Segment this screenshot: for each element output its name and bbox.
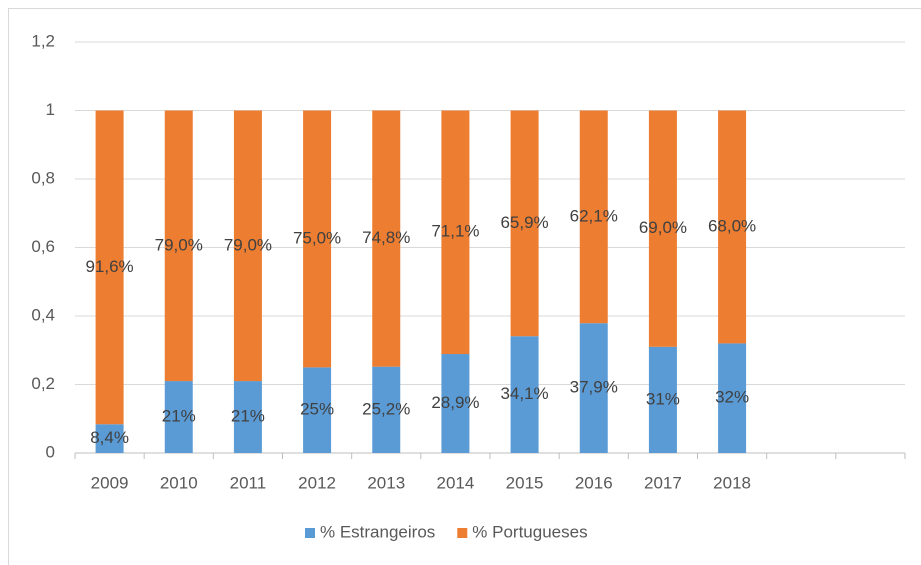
y-tick-label: 1 (46, 100, 55, 119)
bar-segment (303, 110, 332, 368)
bar-segment (718, 343, 747, 453)
y-tick-label: 1,2 (31, 31, 55, 50)
data-label: 25% (300, 400, 334, 419)
bar-segment (579, 110, 608, 324)
data-label: 68,0% (708, 216, 756, 235)
y-tick-label: 0 (46, 442, 55, 461)
data-label: 34,1% (500, 384, 548, 403)
data-label: 32% (715, 388, 749, 407)
legend-label: % Estrangeiros (320, 522, 435, 541)
x-tick-label: 2016 (575, 473, 613, 492)
data-label: 79,0% (224, 235, 272, 254)
bar-segment (95, 110, 124, 425)
data-label: 21% (231, 407, 265, 426)
data-label: 28,9% (431, 393, 479, 412)
x-tick-label: 2017 (644, 473, 682, 492)
data-label: 79,0% (155, 235, 203, 254)
data-label: 8,4% (90, 428, 129, 447)
data-label: 69,0% (639, 218, 687, 237)
data-label: 74,8% (362, 228, 410, 247)
bar-segment (441, 354, 470, 453)
bar-segment (303, 367, 332, 453)
bar-segment (510, 110, 539, 337)
data-label: 91,6% (85, 257, 133, 276)
bar-segment (372, 366, 401, 453)
y-tick-label: 0,8 (31, 168, 55, 187)
bar-segment (441, 110, 470, 355)
x-tick-label: 2013 (367, 473, 405, 492)
x-tick-label: 2015 (506, 473, 544, 492)
bar-segment (718, 110, 747, 344)
chart-frame (8, 8, 921, 565)
legend-label: % Portugueses (472, 522, 587, 541)
x-tick-label: 2010 (160, 473, 198, 492)
legend-swatch (457, 528, 468, 538)
bar-segment (95, 424, 124, 453)
data-label: 31% (646, 389, 680, 408)
bar-segment (233, 381, 262, 453)
bar-segment (648, 110, 677, 347)
y-tick-label: 0,6 (31, 237, 55, 256)
data-label: 21% (162, 407, 196, 426)
x-tick-label: 2012 (298, 473, 336, 492)
data-label: 37,9% (570, 378, 618, 397)
data-label: 75,0% (293, 228, 341, 247)
bar-segment (164, 110, 193, 382)
bar-segment (579, 323, 608, 453)
legend-swatch (305, 528, 315, 538)
bar-segment (510, 336, 539, 453)
y-tick-label: 0,4 (31, 305, 55, 324)
bar-segment (164, 381, 193, 453)
x-tick-label: 2011 (230, 473, 267, 492)
bar-segment (648, 346, 677, 453)
x-tick-label: 2014 (437, 473, 475, 492)
bar-segment (233, 110, 262, 382)
bar-segment (372, 110, 401, 367)
data-label: 62,1% (570, 206, 618, 225)
data-label: 25,2% (362, 399, 410, 418)
y-tick-label: 0,2 (31, 374, 55, 393)
x-tick-label: 2009 (91, 473, 129, 492)
data-label: 65,9% (500, 213, 548, 232)
x-tick-label: 2018 (713, 473, 751, 492)
data-label: 71,1% (431, 222, 479, 241)
